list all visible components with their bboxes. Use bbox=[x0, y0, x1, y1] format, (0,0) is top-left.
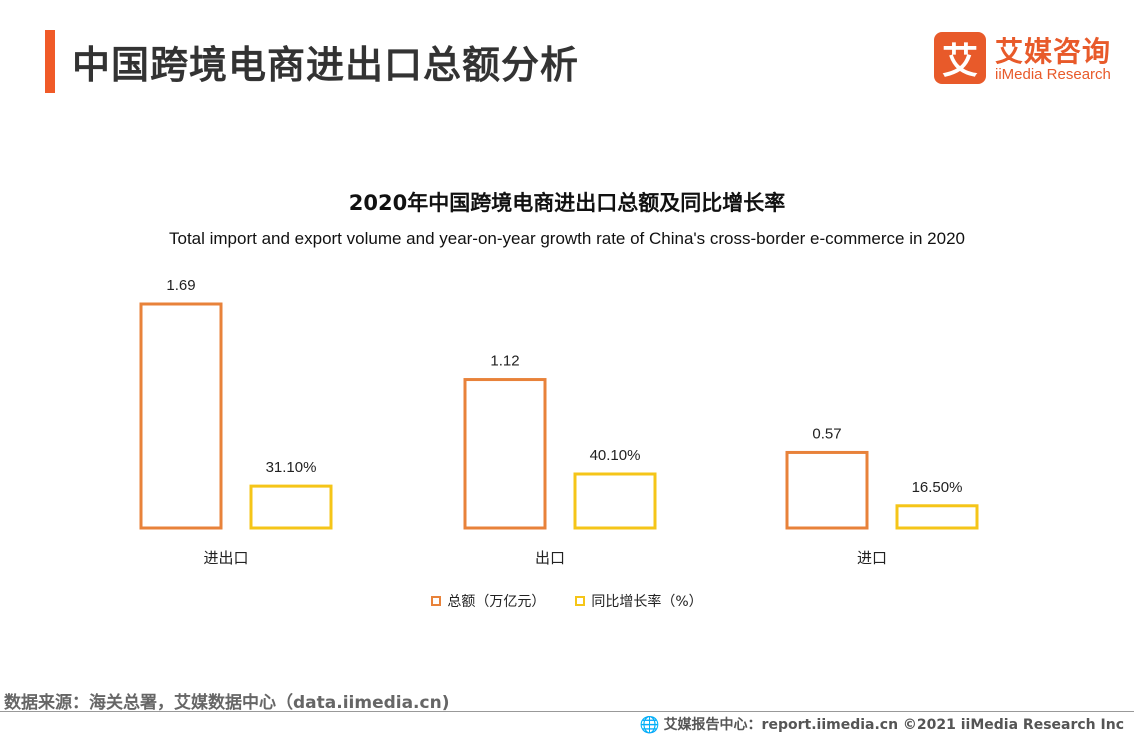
category-label-3: 进口 bbox=[857, 549, 887, 567]
page-title: 中国跨境电商进出口总额分析 bbox=[72, 43, 580, 87]
bar-total-3 bbox=[785, 450, 869, 530]
title-accent-bar bbox=[45, 30, 55, 93]
data-label-growth-1: 31.10% bbox=[266, 459, 317, 476]
legend-item-total: 总额（万亿元） bbox=[431, 591, 545, 611]
data-label-total-2: 1.12 bbox=[490, 353, 519, 370]
legend-item-growth: 同比增长率（%） bbox=[575, 591, 703, 611]
chart-legend: 总额（万亿元） 同比增长率（%） bbox=[0, 591, 1134, 611]
category-label-1: 进出口 bbox=[203, 549, 248, 567]
logo-text-en: iiMedia Research bbox=[995, 66, 1111, 83]
bar-growth-3 bbox=[895, 504, 979, 530]
legend-label-total: 总额（万亿元） bbox=[447, 594, 546, 610]
data-label-growth-2: 40.10% bbox=[590, 447, 641, 464]
data-label-total-3: 0.57 bbox=[812, 425, 841, 442]
bar-growth-2 bbox=[573, 472, 657, 530]
bar-chart: 1.69 31.10% 进出口 1.12 40.10% 出口 0.57 16.50% 进口 bbox=[139, 277, 979, 567]
globe-icon: 🌐 bbox=[639, 714, 660, 734]
logo-text-cn: 艾媒咨询 bbox=[995, 35, 1112, 68]
legend-label-growth: 同比增长率（%） bbox=[591, 594, 703, 610]
data-label-total-1: 1.69 bbox=[166, 277, 195, 294]
bar-total-2 bbox=[463, 378, 547, 530]
iimedia-logo-icon: 艾 bbox=[934, 32, 986, 84]
bar-growth-1 bbox=[249, 484, 333, 530]
footer-divider bbox=[0, 711, 1134, 712]
category-label-2: 出口 bbox=[535, 549, 565, 567]
data-label-growth-3: 16.50% bbox=[912, 479, 963, 496]
chart-title: 2020年中国跨境电商进出口总额及同比增长率 bbox=[348, 191, 786, 215]
legend-swatch-growth bbox=[575, 596, 586, 606]
bar-total-1 bbox=[139, 302, 223, 530]
chart-subtitle: Total import and export volume and year-… bbox=[168, 229, 965, 248]
footer: 🌐 艾媒报告中心：report.iimedia.cn ©2021 iiMedia… bbox=[640, 714, 1124, 734]
footer-report: 艾媒报告中心：report.iimedia.cn ©2021 iiMedia R… bbox=[663, 717, 1124, 733]
legend-swatch-total bbox=[431, 596, 442, 606]
data-source: 数据来源：海关总署，艾媒数据中心（data.iimedia.cn) bbox=[4, 693, 450, 713]
